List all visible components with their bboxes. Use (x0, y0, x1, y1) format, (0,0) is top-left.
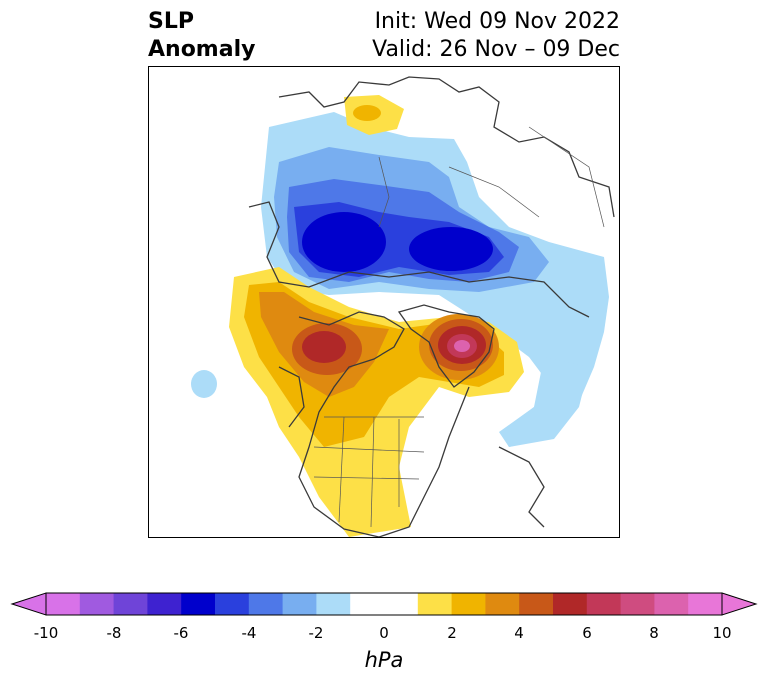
contour-minus-1-south (501, 357, 589, 447)
positive-anomaly-region (229, 95, 524, 537)
colorbar-bin (350, 593, 385, 615)
colorbar-tick: -10 (33, 624, 59, 642)
colorbar-tick: 8 (649, 624, 659, 642)
title-line-1: SLP (148, 9, 194, 34)
init-date: Init: Wed 09 Nov 2022 (374, 9, 620, 34)
colorbar-bin (181, 593, 216, 615)
colorbar-scale (10, 592, 758, 616)
contour-minus-5-west (302, 212, 386, 272)
colorbar-tick: 6 (582, 624, 592, 642)
colorbar (10, 590, 758, 624)
colorbar-bin (147, 593, 182, 615)
colorbar-bin (519, 593, 554, 615)
forecast-dates: Init: Wed 09 Nov 2022 Valid: 26 Nov – 09… (372, 8, 620, 64)
colorbar-bin (620, 593, 655, 615)
contour-minus-1-pacific (191, 370, 217, 398)
colorbar-tick: -4 (241, 624, 257, 642)
colorbar-bin (384, 593, 419, 615)
negative-anomaly-region (191, 112, 609, 447)
colorbar-tick: 2 (447, 624, 457, 642)
colorbar-tick: -6 (173, 624, 189, 642)
title-line-2: Anomaly (148, 37, 256, 62)
colorbar-bin (215, 593, 250, 615)
colorbar-bin (553, 593, 588, 615)
contour-minus-5-east (409, 227, 493, 271)
colorbar-bin (485, 593, 520, 615)
colorbar-tick: 0 (379, 624, 389, 642)
colorbar-unit-label: hPa (364, 648, 404, 672)
colorbar-tick: 10 (712, 624, 732, 642)
colorbar-bin (586, 593, 622, 615)
anomaly-map (191, 76, 615, 537)
colorbar-bin (248, 593, 284, 615)
colorbar-extend-max (721, 592, 758, 616)
map-panel (148, 66, 620, 538)
contour-plus-7-greenland (454, 340, 470, 352)
valid-range: Valid: 26 Nov – 09 Dec (372, 37, 620, 62)
colorbar-bin (79, 593, 115, 615)
colorbar-tick: 4 (514, 624, 524, 642)
colorbar-extend-min (10, 592, 47, 616)
colorbar-bin (113, 593, 148, 615)
colorbar-bin (282, 593, 317, 615)
chart-title: SLP Anomaly (148, 8, 255, 64)
colorbar-bin (316, 593, 351, 615)
colorbar-bin (451, 593, 486, 615)
contour-plus-5-canada (302, 331, 346, 363)
colorbar-border (45, 592, 723, 616)
colorbar-tick: -2 (308, 624, 324, 642)
colorbar-bin (417, 593, 453, 615)
colorbar-bin (654, 593, 689, 615)
borders (313, 126, 605, 528)
coastlines (248, 76, 615, 537)
colorbar-bin (688, 593, 723, 615)
colorbar-bin (46, 593, 81, 615)
contour-plus-2-siberia (353, 105, 381, 121)
colorbar-tick: -8 (106, 624, 122, 642)
